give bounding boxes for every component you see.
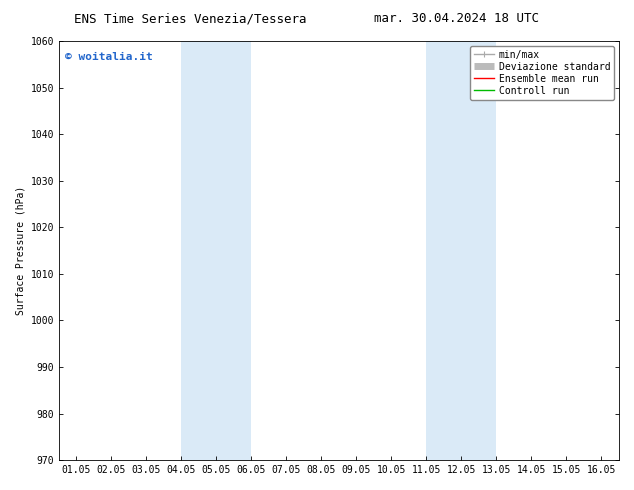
Bar: [427, 41, 496, 460]
Text: ENS Time Series Venezia/Tessera: ENS Time Series Venezia/Tessera: [74, 12, 306, 25]
Y-axis label: Surface Pressure (hPa): Surface Pressure (hPa): [15, 186, 25, 315]
Bar: [181, 41, 252, 460]
Legend: min/max, Deviazione standard, Ensemble mean run, Controll run: min/max, Deviazione standard, Ensemble m…: [470, 46, 614, 99]
Text: mar. 30.04.2024 18 UTC: mar. 30.04.2024 18 UTC: [374, 12, 539, 25]
Text: © woitalia.it: © woitalia.it: [65, 51, 152, 62]
